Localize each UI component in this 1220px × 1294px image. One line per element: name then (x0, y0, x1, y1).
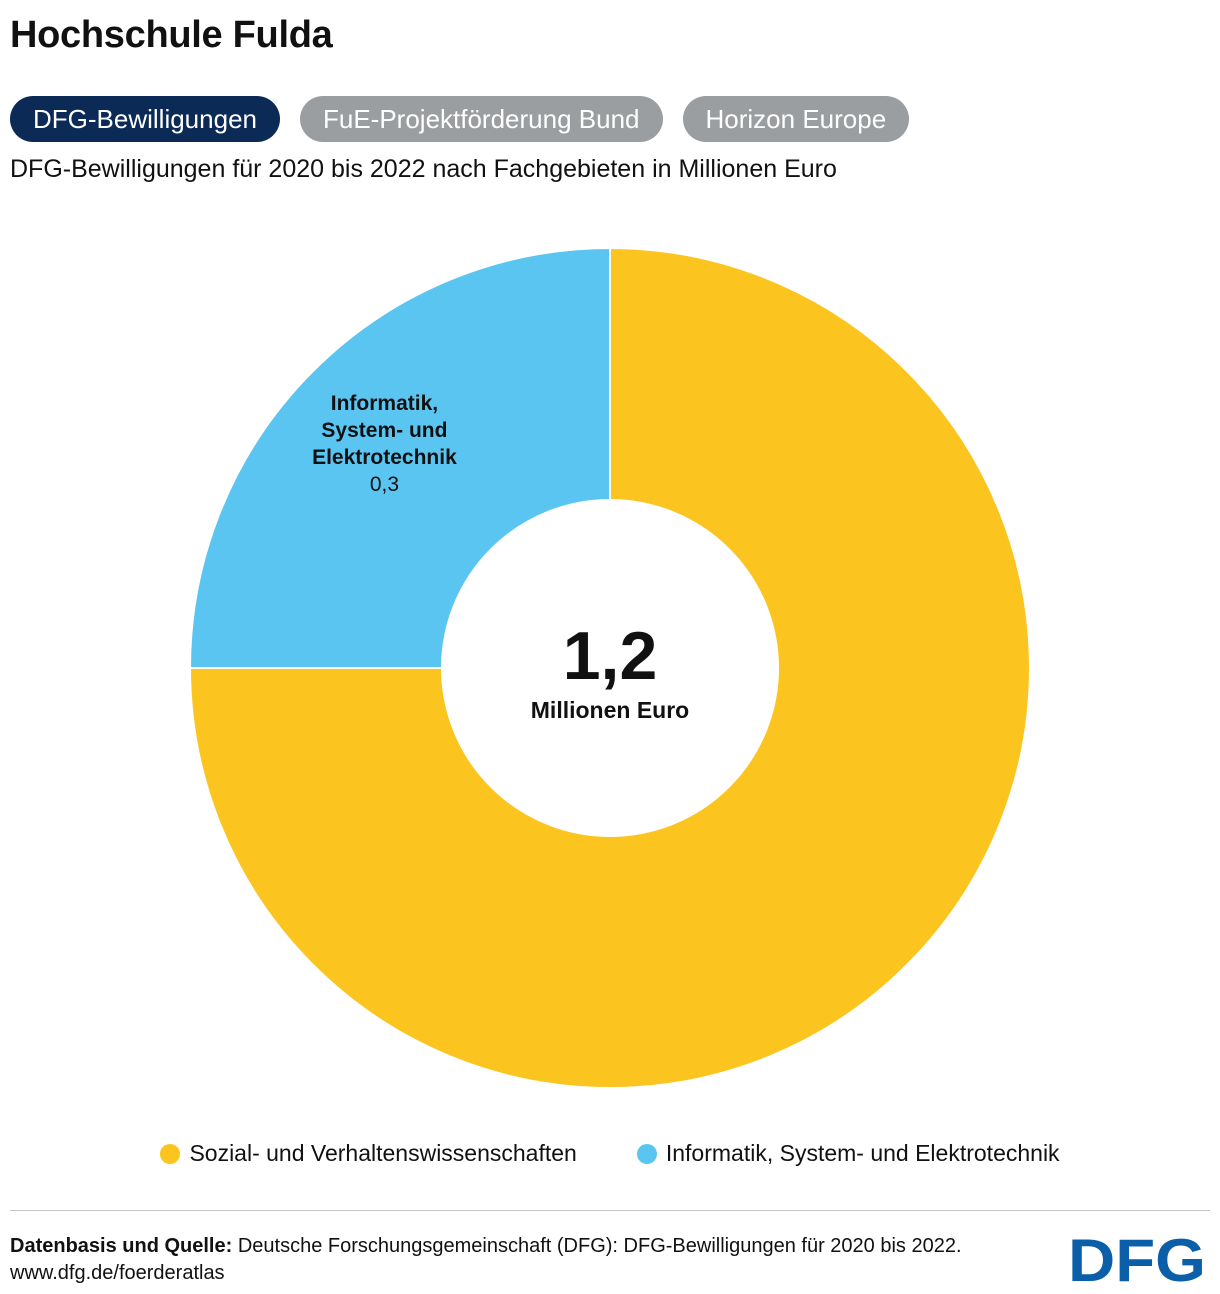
dataset-tabs: DFG-Bewilligungen FuE-Projektförderung B… (10, 96, 910, 142)
legend-item-informatik[interactable]: Informatik, System- und Elektrotechnik (636, 1140, 1060, 1167)
legend-swatch-informatik (636, 1143, 657, 1164)
donut-slice-1[interactable] (188, 246, 611, 669)
dfg-logo-text: DFG (1068, 1234, 1206, 1284)
legend-label-sozial: Sozial- und Verhaltenswissenschaften (189, 1140, 577, 1166)
slice-label-1-line-0: Informatik, (331, 392, 438, 415)
slice-label-1-line-2: Elektrotechnik (312, 446, 457, 469)
legend-swatch-sozial (160, 1143, 181, 1164)
page-title: Hochschule Fulda (10, 14, 333, 56)
chart-subtitle: DFG-Bewilligungen für 2020 bis 2022 nach… (10, 155, 837, 183)
donut-slice-0[interactable] (188, 246, 1031, 1089)
legend-item-sozial[interactable]: Sozial- und Verhaltenswissenschaften (160, 1140, 577, 1167)
slice-label-1-line-1: System- und (321, 419, 447, 442)
tab-dfg-bewilligungen[interactable]: DFG-Bewilligungen (10, 96, 280, 142)
slice-value-1: 0,3 (370, 473, 399, 496)
center-total-unit: Millionen Euro (531, 697, 689, 723)
tab-horizon-europe[interactable]: Horizon Europe (682, 96, 910, 142)
footer-divider (10, 1210, 1210, 1211)
legend-label-informatik: Informatik, System- und Elektrotechnik (665, 1140, 1060, 1166)
source-note: Datenbasis und Quelle: Deutsche Forschun… (10, 1233, 962, 1287)
source-text: Deutsche Forschungsgemeinschaft (DFG): D… (237, 1235, 962, 1257)
chart-legend: Sozial- und Verhaltenswissenschaften Inf… (0, 1140, 1220, 1167)
source-url[interactable]: www.dfg.de/foerderatlas (10, 1262, 225, 1284)
center-total-value: 1,2 (563, 618, 658, 694)
source-label: Datenbasis und Quelle: (10, 1235, 233, 1257)
tab-fue-projektfoerderung-bund[interactable]: FuE-Projektförderung Bund (299, 96, 663, 142)
dfg-logo: DFG (1068, 1234, 1206, 1284)
